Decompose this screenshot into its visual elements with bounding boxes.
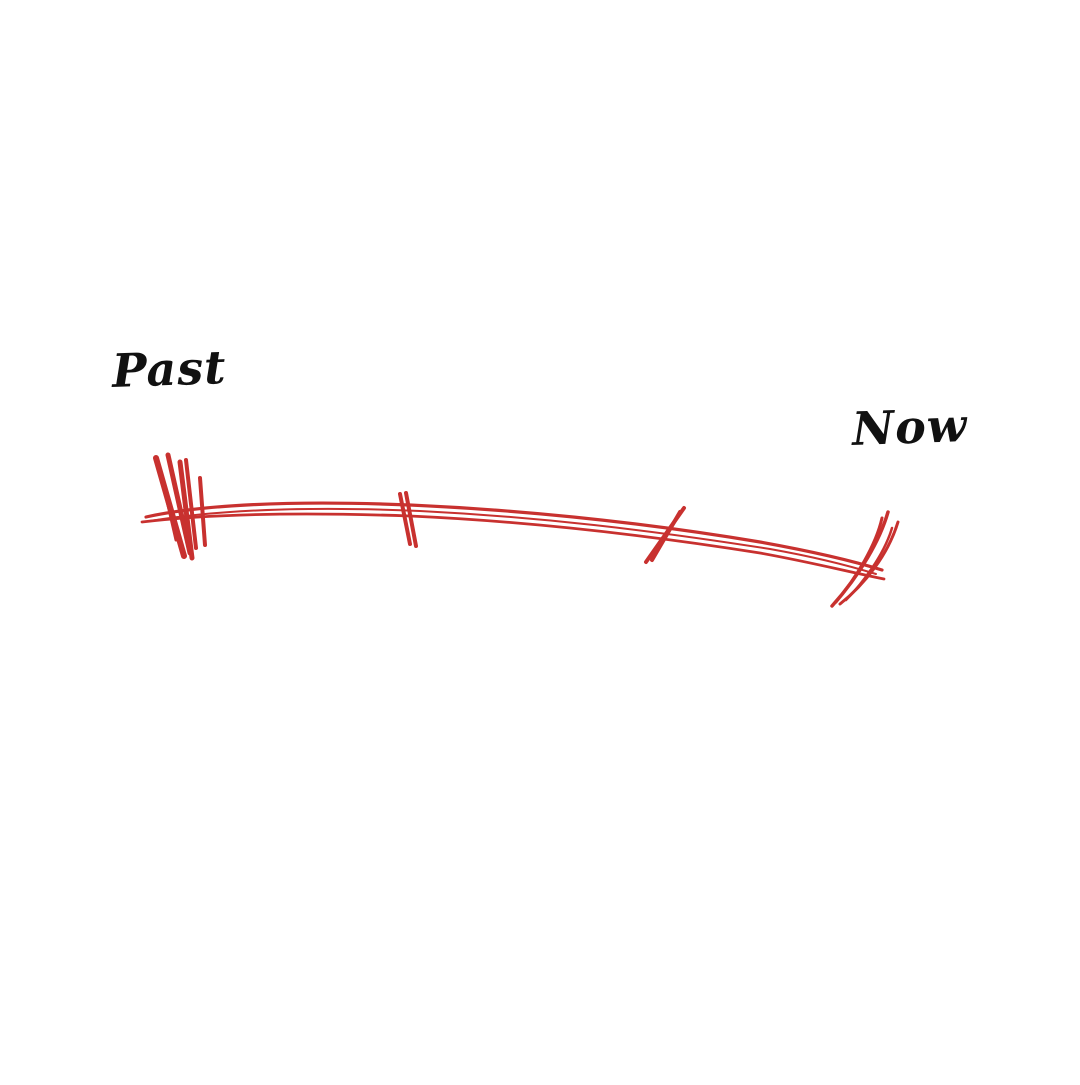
tick-3-stroke-2 [650, 510, 682, 562]
timeline-axis-stroke-lower [140, 512, 886, 581]
timeline-tick-2 [398, 491, 418, 548]
timeline-axis [140, 501, 886, 581]
tick-2-stroke-1 [398, 492, 412, 546]
timeline-tick-end [830, 510, 900, 608]
tick-end-stroke-4 [844, 526, 894, 602]
timeline-start-label: Past [111, 340, 228, 398]
timeline-tick-3 [644, 506, 686, 564]
tick-end-stroke-3 [834, 516, 884, 604]
timeline-end-label: Now [851, 398, 969, 456]
timeline-axis-stroke-upper [144, 501, 884, 572]
tick-start-stroke-3 [177, 459, 195, 561]
tick-start-stroke-5 [198, 476, 207, 547]
tick-start-stroke-6 [158, 468, 178, 542]
tick-2-stroke-2 [404, 491, 418, 548]
timeline-tick-start [153, 452, 207, 561]
timeline-axis-stroke-extra [149, 507, 877, 575]
tick-start-stroke-4 [184, 458, 198, 550]
tick-start-stroke-2 [165, 452, 193, 556]
